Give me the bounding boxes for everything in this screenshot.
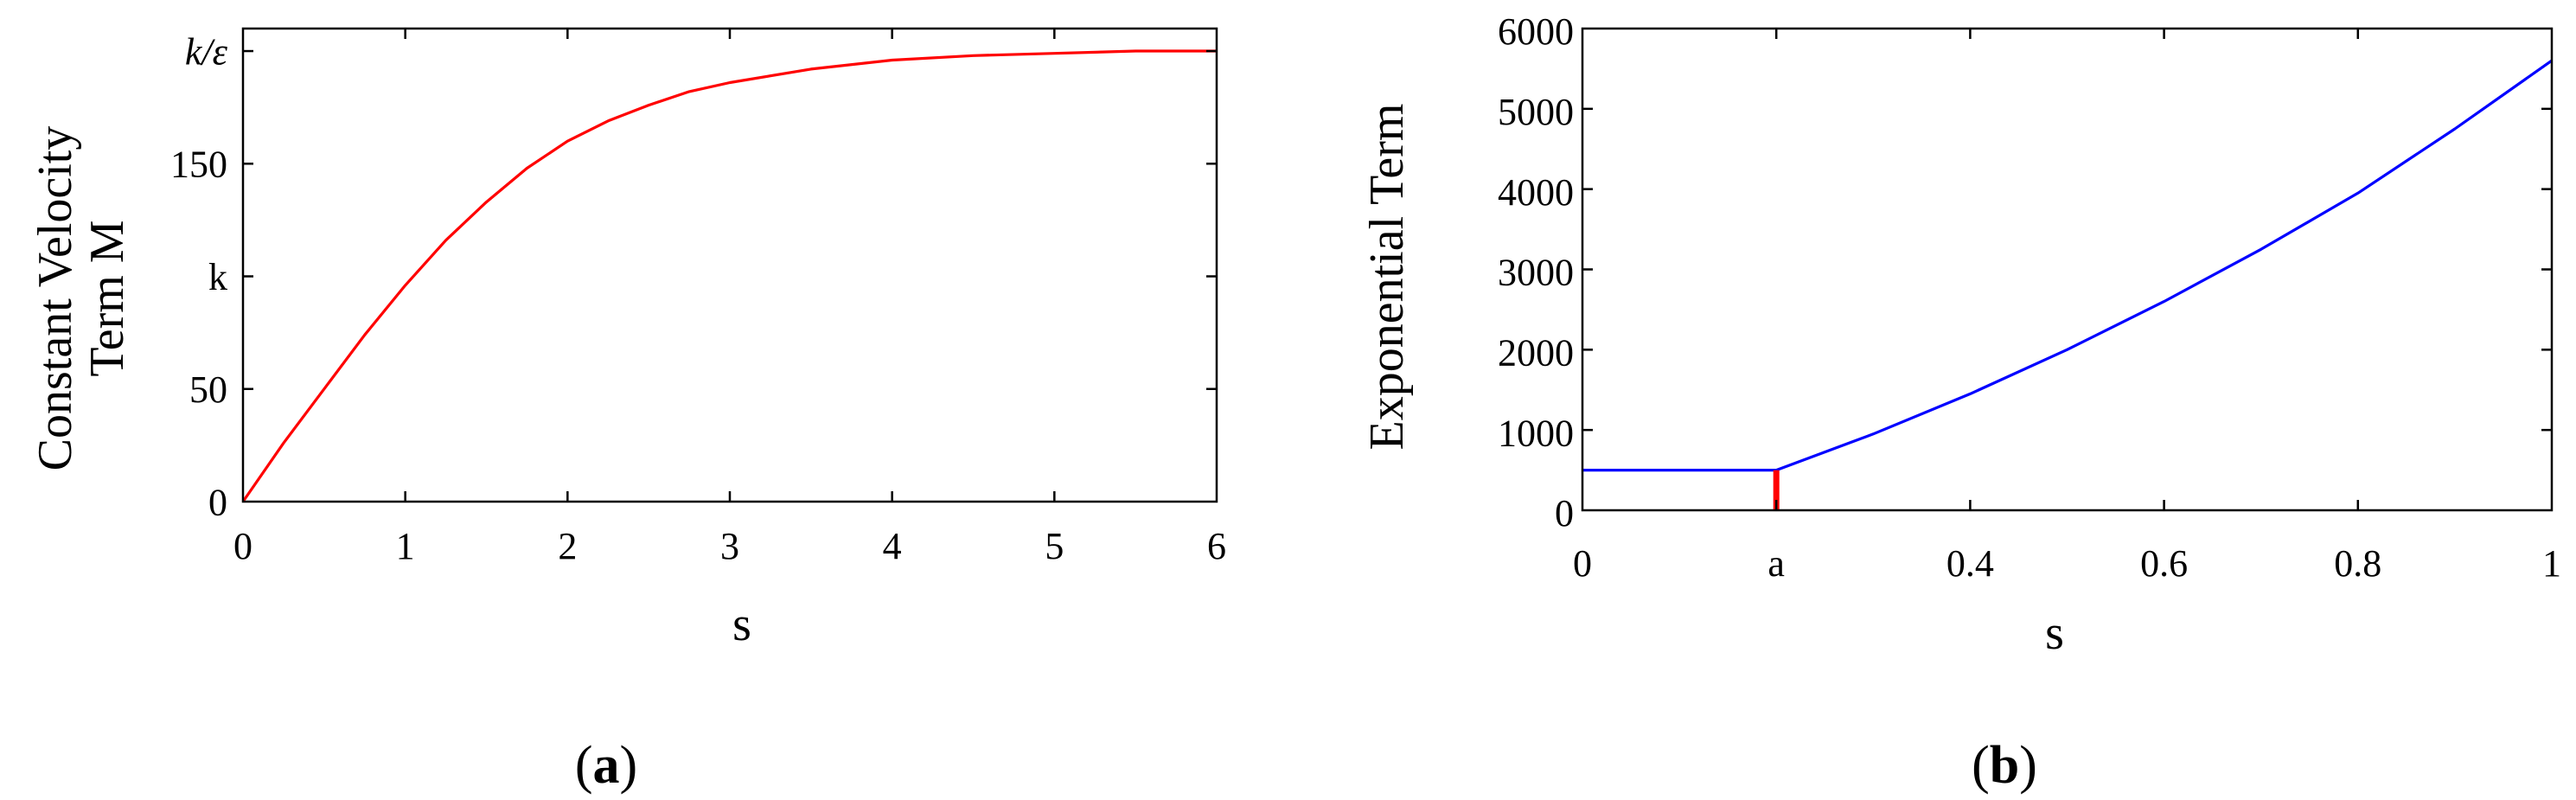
a-y-tick-label: 0: [208, 481, 227, 523]
a-x-tick-label: 0: [233, 525, 252, 567]
panel-b-x-axis-title: s: [2045, 606, 2064, 660]
panel-b-y-axis-title: Exponential Term: [1360, 104, 1414, 451]
panel-a-letter: a: [593, 736, 620, 795]
panel-a-x-axis-title: s: [732, 598, 751, 651]
a-x-tick-label: 5: [1045, 525, 1064, 567]
panel-a-y-axis-title-line-2: Term M: [80, 220, 134, 376]
panel-a-plot-frame: [241, 27, 1218, 503]
a-y-tick-label: k/ε: [185, 30, 228, 73]
a-x-tick-label: 3: [720, 525, 739, 567]
a-y-tick-label: 50: [189, 368, 227, 411]
panel-b-caption-label: (b): [1972, 736, 2037, 795]
a-y-tick-label: k: [208, 256, 227, 298]
a-x-tick-label: 4: [883, 525, 902, 567]
b-x-tick-label: 0.4: [1946, 542, 1994, 585]
panel-a-ticks: 0 1 2 3 4 5 6 0 50 k 150 k/ε: [170, 29, 1226, 567]
panel-a-chart: 0 1 2 3 4 5 6 0 50 k 150 k/ε s Constant Velocity Te…: [29, 27, 1226, 795]
b-y-tick-label: 1000: [1498, 412, 1574, 454]
a-series-line-0: [241, 49, 1217, 502]
b-x-tick-label: 1: [2542, 542, 2561, 585]
a-y-tick-label: 150: [170, 144, 227, 186]
a-x-tick-label: 2: [558, 525, 577, 567]
b-y-tick-label: 6000: [1498, 10, 1574, 53]
panel-a-marks: [241, 49, 1217, 502]
a-x-tick-label: 1: [396, 525, 415, 567]
b-y-tick-label: 4000: [1498, 171, 1574, 214]
b-y-tick-label: 2000: [1498, 332, 1574, 374]
b-y-tick-label: 5000: [1498, 91, 1574, 133]
a-x-tick-label: 6: [1207, 525, 1226, 567]
b-series-line-0: [1582, 59, 2553, 472]
b-y-tick-label: 0: [1555, 492, 1574, 534]
b-y-tick-label: 3000: [1498, 252, 1574, 294]
b-x-tick-label: 0.8: [2334, 542, 2381, 585]
panel-b-plot-frame: [1581, 27, 2554, 512]
panel-a-y-axis-title-line-1: Constant Velocity: [29, 126, 82, 471]
b-x-tick-label: 0.6: [2140, 542, 2188, 585]
panel-b-ticks: 0 a 0.4 0.6 0.8 1 0 1000 2000 3000 4000 5000 6000: [1498, 10, 2561, 585]
panel-a-caption-label: (a): [575, 736, 637, 795]
panel-b-marks: [1582, 59, 2553, 510]
b-x-tick-label: a: [1767, 542, 1785, 585]
panel-b-letter: b: [1990, 736, 2019, 795]
b-x-tick-label: 0: [1573, 542, 1592, 585]
